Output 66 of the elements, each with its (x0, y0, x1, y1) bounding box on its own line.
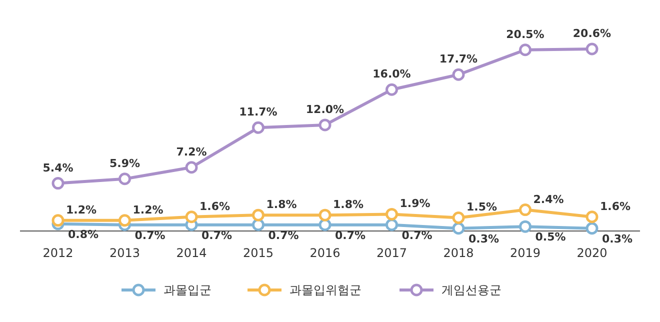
x-tick-label: 2020 (576, 246, 608, 260)
point (252, 218, 264, 232)
data-label: 1.6% (600, 200, 631, 213)
data-label: 5.9% (109, 156, 140, 170)
data-label: 12.0% (306, 102, 344, 116)
point (586, 42, 598, 56)
data-label: 0.7% (335, 228, 366, 242)
point (252, 121, 264, 134)
point (386, 83, 398, 96)
legend-label: 과몰입군 (164, 283, 212, 297)
legend-item: 과몰입위험군 (248, 283, 362, 297)
data-label: 1.2% (132, 203, 164, 216)
point (52, 177, 64, 190)
point (452, 212, 465, 224)
point (318, 218, 332, 232)
x-tick-label: 2015 (242, 246, 274, 260)
data-label: 0.7% (268, 228, 299, 242)
x-tick-label: 2018 (443, 246, 474, 260)
point (318, 118, 332, 132)
data-label: 1.5% (466, 200, 498, 214)
data-label: 0.3% (468, 232, 500, 246)
data-label: 1.6% (200, 200, 230, 213)
point (586, 210, 598, 224)
point (452, 68, 465, 81)
data-label: 0.5% (535, 230, 566, 244)
point (252, 208, 264, 222)
point (519, 204, 532, 216)
data-label: 7.2% (176, 145, 207, 158)
data-label: 0.8% (68, 228, 99, 241)
x-tick-label: 2014 (176, 246, 207, 260)
data-label: 2.4% (533, 192, 564, 206)
x-tick-label: 2016 (310, 246, 340, 260)
data-label: 16.0% (372, 68, 411, 81)
point (519, 44, 532, 56)
data-label: 0.7% (202, 228, 232, 242)
point (118, 214, 131, 227)
data-label: 17.7% (439, 52, 478, 66)
data-label: 1.2% (66, 203, 97, 216)
point (118, 172, 131, 186)
data-label: 5.4% (42, 161, 74, 174)
data-label: 1.8% (266, 198, 297, 212)
point (386, 218, 398, 232)
data-label: 20.6% (572, 27, 612, 40)
point (185, 210, 198, 224)
data-label: 20.5% (506, 28, 544, 41)
point (52, 214, 64, 227)
legend-item: 게임선용군 (400, 283, 502, 297)
point (185, 161, 198, 174)
data-label: 1.9% (400, 197, 430, 210)
point (318, 208, 332, 222)
x-tick-label: 2019 (510, 246, 541, 260)
data-label: 11.7% (239, 106, 278, 119)
legend-label: 게임선용군 (442, 283, 502, 297)
point (519, 220, 532, 233)
data-label: 1.8% (333, 198, 364, 212)
legend-item: 과몰입군 (122, 283, 212, 297)
point (586, 222, 598, 235)
x-tick-label: 2013 (109, 246, 140, 260)
point (452, 222, 465, 235)
data-label: 0.7% (134, 228, 166, 242)
x-tick-label: 2017 (376, 246, 408, 260)
data-label: 0.7% (402, 228, 432, 242)
point (386, 208, 398, 220)
x-tick-label: 2012 (42, 246, 74, 260)
legend-label: 과몰입위험군 (290, 283, 362, 297)
data-label: 0.3% (602, 232, 633, 246)
